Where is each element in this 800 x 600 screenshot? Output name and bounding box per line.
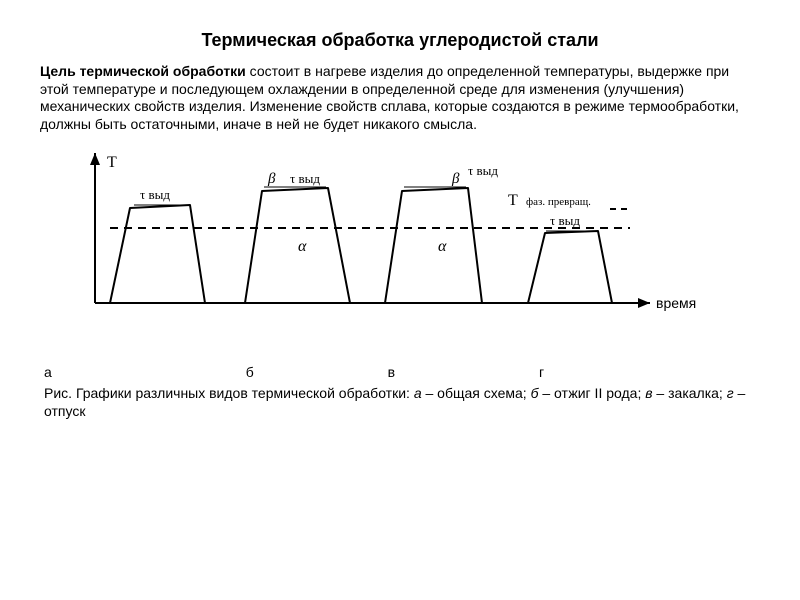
svg-text:τ выд: τ выд [140, 187, 170, 202]
svg-text:β: β [451, 171, 460, 187]
svg-text:β: β [267, 171, 276, 187]
svg-text:α: α [298, 238, 307, 255]
intro-paragraph: Цель термической обработки состоит в наг… [40, 63, 760, 133]
letter-v: в [258, 364, 395, 380]
svg-text:T: T [107, 154, 117, 171]
letter-b: б [56, 364, 254, 380]
caption-a-text: – общая схема; [422, 385, 531, 401]
letter-a: а [44, 364, 52, 380]
caption-v-text: – закалка; [653, 385, 727, 401]
page-title: Термическая обработка углеродистой стали [40, 30, 760, 51]
diagram: Tвремя τ выд β τ выд α β τ выд α Tфаз. превращ. τ… [50, 143, 730, 338]
caption-a-ital: а [414, 385, 422, 401]
caption-v-ital: в [645, 385, 652, 401]
intro-bold: Цель термической обработки [40, 63, 246, 79]
svg-text:α: α [438, 238, 447, 255]
caption-b-text: – отжиг II рода; [538, 385, 645, 401]
letter-g: г [399, 364, 544, 380]
svg-text:время: время [656, 295, 696, 311]
figure-caption: Рис. Графики различных видов термической… [40, 384, 760, 420]
svg-text:T: T [508, 192, 518, 209]
figure-letters-row: а б в г [40, 364, 760, 380]
svg-text:τ выд: τ выд [550, 213, 580, 228]
svg-text:τ выд: τ выд [468, 163, 498, 178]
svg-text:фаз. превращ.: фаз. превращ. [526, 196, 591, 208]
caption-g-ital: г [727, 385, 734, 401]
caption-prefix: Рис. Графики различных видов термической… [44, 385, 414, 401]
svg-text:τ выд: τ выд [290, 171, 320, 186]
